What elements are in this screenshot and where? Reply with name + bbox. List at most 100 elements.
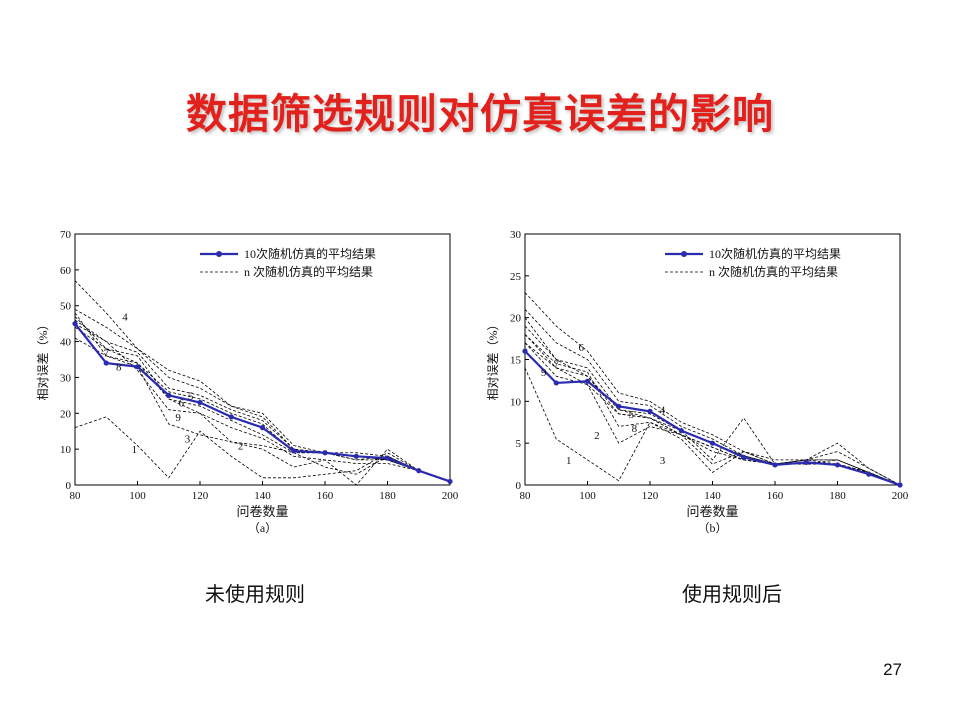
page-number: 27 [883, 660, 902, 679]
y-tick-label: 60 [60, 265, 72, 277]
slide-title: 数据筛选规则对仿真误差的影响 [186, 90, 774, 138]
x-tick-label: 160 [767, 490, 784, 502]
y-tick-label: 15 [510, 355, 522, 367]
chart-a: 80 100 120 140 160 180 200 0 10 20 30 40 50 60 70 问卷数量 （… [36, 229, 459, 535]
y-tick-label: 10 [510, 396, 522, 408]
curve-number-label: 2 [594, 430, 600, 442]
average-series-point [834, 462, 841, 468]
x-tick-label: 200 [892, 490, 909, 502]
average-series-point [803, 459, 809, 466]
dashed-series-2 [524, 334, 901, 486]
y-tick-label: 10 [60, 444, 72, 456]
average-series-point [166, 392, 172, 398]
y-tick-label: 0 [516, 480, 522, 492]
curve-number-label: 6 [579, 342, 585, 354]
dashed-series-1 [74, 416, 451, 482]
average-series-point [678, 428, 684, 434]
curve-number-label: 8 [632, 423, 638, 435]
average-series-point [197, 399, 203, 406]
legend-solid-marker [681, 251, 687, 257]
y-axis-label: 相对误差（%） [486, 319, 500, 401]
average-series-point [228, 414, 234, 420]
caption-with-rules: 使用规则后 [682, 582, 782, 606]
curve-number-label: 2 [238, 441, 244, 453]
y-tick-label: 20 [510, 313, 522, 325]
average-series-line [524, 350, 901, 487]
average-series-point [134, 364, 141, 370]
average-series-point [553, 380, 559, 386]
average-series-point [259, 425, 266, 431]
y-tick-label: 30 [60, 372, 72, 384]
y-tick-label: 20 [60, 408, 72, 420]
average-series-point [353, 453, 359, 459]
curve-number-label: 1 [566, 455, 572, 467]
curve-number-label: 5 [188, 390, 194, 402]
average-series-point [291, 448, 297, 454]
x-tick-label: 180 [379, 490, 396, 502]
x-tick-label: 80 [70, 490, 82, 502]
average-series-point [72, 321, 78, 327]
panel-label: （b） [697, 521, 727, 535]
y-axis-label: 相对误差（%） [36, 319, 50, 401]
caption-without-rules: 未使用规则 [205, 582, 305, 606]
average-series-point [416, 468, 422, 474]
legend-entry-n-runs: n 次随机仿真的平均结果 [709, 264, 838, 279]
x-tick-label: 80 [520, 490, 532, 502]
curve-number-label: 3 [185, 433, 191, 445]
average-series-point [584, 378, 591, 384]
legend-entry-average: 10次随机仿真的平均结果 [709, 246, 841, 261]
curve-number-label: 5 [629, 409, 635, 421]
y-tick-label: 70 [60, 229, 72, 241]
x-axis-label: 问卷数量 [686, 504, 738, 519]
legend-solid-marker [216, 251, 222, 257]
x-tick-label: 120 [642, 490, 659, 502]
y-tick-label: 40 [60, 337, 72, 349]
x-tick-label: 140 [704, 490, 721, 502]
x-tick-label: 180 [829, 490, 846, 502]
average-series-point [741, 454, 747, 460]
x-tick-label: 100 [129, 490, 146, 502]
average-series-point [897, 482, 903, 488]
dashed-series-5 [74, 323, 451, 482]
x-tick-label: 120 [192, 490, 209, 502]
curve-number-label: 3 [660, 455, 666, 467]
average-series-point [709, 440, 716, 446]
average-series-point [103, 360, 109, 366]
curve-number-label: 9 [175, 412, 181, 424]
y-tick-label: 50 [60, 301, 72, 313]
x-axis-label: 问卷数量 [236, 504, 288, 519]
average-series-point [384, 455, 391, 461]
y-tick-label: 5 [516, 438, 522, 450]
curve-number-label: 7 [104, 347, 110, 359]
x-tick-label: 160 [317, 490, 334, 502]
curve-number-label: 7 [554, 359, 560, 371]
average-series-point [647, 408, 653, 414]
curve-number-label: 4 [122, 311, 128, 323]
curve-number-label: 8 [116, 362, 122, 374]
x-tick-label: 200 [442, 490, 459, 502]
curve-number-label: 9 [541, 367, 547, 379]
dashed-series-9 [524, 342, 901, 486]
curve-number-label: 6 [179, 398, 185, 410]
dashed-series-9 [74, 319, 451, 482]
x-tick-label: 100 [579, 490, 596, 502]
average-series-line [74, 322, 451, 483]
panel-label: （a） [248, 521, 277, 535]
average-series-point [322, 450, 328, 456]
average-series-point [522, 348, 528, 354]
y-tick-label: 0 [66, 480, 72, 492]
legend-entry-n-runs: n 次随机仿真的平均结果 [244, 264, 373, 279]
curve-number-label: 4 [660, 405, 666, 417]
legend-entry-average: 10次随机仿真的平均结果 [244, 246, 376, 261]
y-tick-label: 25 [510, 271, 522, 283]
average-series-point [866, 471, 872, 477]
x-tick-label: 140 [254, 490, 271, 502]
chart-b: 80 100 120 140 160 180 200051015202530问卷数量（b）相… [486, 229, 909, 535]
dashed-series-1 [524, 367, 901, 486]
average-series-point [616, 403, 622, 409]
dashed-series-4 [524, 309, 901, 486]
y-tick-label: 30 [510, 229, 522, 241]
curve-number-label: 1 [132, 444, 138, 456]
dashed-series-6 [524, 292, 901, 486]
average-series-point [447, 478, 453, 485]
